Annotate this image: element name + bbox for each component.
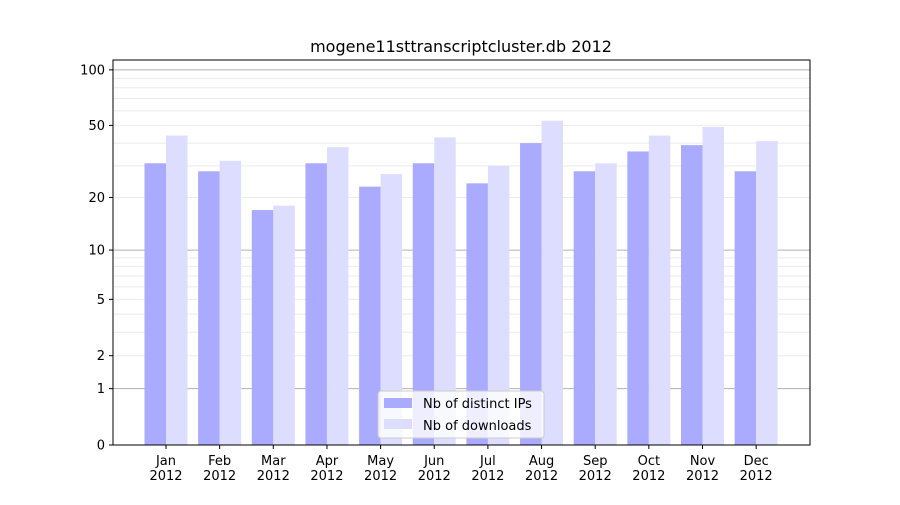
bar-downloads <box>380 174 403 445</box>
x-tick-label: Oct 2012 <box>632 454 665 484</box>
bars <box>144 120 778 446</box>
x-tick-label-line: 2012 <box>525 469 558 484</box>
y-tick-label: 5 <box>97 293 105 308</box>
x-tick-label: May 2012 <box>364 454 397 484</box>
bar-downloads <box>487 165 510 445</box>
x-tick-label-line: 2012 <box>310 469 343 484</box>
y-tick-label: 0 <box>97 439 105 454</box>
bar-downloads <box>219 160 242 445</box>
legend-label-ips: Nb of distinct IPs <box>423 397 532 412</box>
y-tick-label: 1 <box>97 382 105 397</box>
bar-distinct-ips <box>573 171 596 445</box>
bar-downloads <box>273 205 295 445</box>
legend-swatch-ips <box>384 398 412 408</box>
x-tick-label: Aug 2012 <box>525 454 558 484</box>
x-tick-label-line: Feb <box>208 454 231 469</box>
bar-distinct-ips <box>251 210 274 445</box>
x-tick-label: Mar 2012 <box>257 454 290 484</box>
x-tick-label-line: Oct <box>638 454 660 469</box>
bar-distinct-ips <box>627 151 649 446</box>
x-tick-label-line: 2012 <box>203 469 236 484</box>
chart-title: mogene11sttranscriptcluster.db 2012 <box>310 37 612 56</box>
x-tick-label-line: Apr <box>316 454 339 469</box>
x-tick-label-line: 2012 <box>471 469 504 484</box>
x-tick-label-line: 2012 <box>579 469 612 484</box>
x-tick-label-line: 2012 <box>632 469 665 484</box>
x-tick-label-line: 2012 <box>257 469 290 484</box>
x-tick-label: Sep 2012 <box>579 454 612 484</box>
bar-downloads <box>756 141 778 445</box>
x-tick-label: Jan 2012 <box>149 454 182 484</box>
x-tick-label: Feb 2012 <box>203 454 236 484</box>
bar-distinct-ips <box>198 171 220 445</box>
x-tick-label-line: 2012 <box>418 469 451 484</box>
x-tick-label-line: 2012 <box>149 469 182 484</box>
bar-downloads <box>434 137 456 445</box>
axes-frame <box>112 59 811 446</box>
x-tick-label-line: 2012 <box>740 469 773 484</box>
x-tick-label-line: Jan <box>155 454 176 469</box>
x-tick-label: Apr 2012 <box>310 454 343 484</box>
x-tick-label-line: Nov <box>690 454 716 469</box>
bar-distinct-ips <box>734 171 757 445</box>
y-tick-label: 20 <box>88 191 105 206</box>
x-tick-label-line: Mar <box>261 454 286 469</box>
y-tick-label: 100 <box>80 63 105 78</box>
y-tick-label: 50 <box>88 119 105 134</box>
y-axis: 0 1 2 5 10 20 50 100 <box>80 63 113 454</box>
bar-distinct-ips <box>681 145 703 446</box>
x-tick-label-line: Jul <box>479 454 496 469</box>
bar-downloads <box>326 147 349 445</box>
bar-downloads <box>702 126 724 446</box>
x-tick-label-line: Jun <box>423 454 444 469</box>
bar-distinct-ips <box>520 143 542 445</box>
y-tick-label: 2 <box>97 349 105 364</box>
x-tick-label-line: May <box>367 454 394 469</box>
bar-downloads <box>166 135 188 445</box>
bar-downloads <box>541 120 564 446</box>
legend-label-downloads: Nb of downloads <box>423 419 532 434</box>
bar-distinct-ips <box>359 186 381 446</box>
x-tick-label-line: 2012 <box>364 469 397 484</box>
legend-swatch-downloads <box>384 419 412 429</box>
x-tick-label-line: 2012 <box>686 469 719 484</box>
bar-downloads <box>648 135 671 445</box>
legend-box <box>377 390 545 439</box>
x-tick-label: Jul 2012 <box>471 454 504 484</box>
legend: Nb of distinct IPs Nb of downloads <box>377 390 545 439</box>
y-tick-label: 10 <box>88 244 105 259</box>
x-tick-label: Jun 2012 <box>418 454 451 484</box>
bar-distinct-ips <box>466 183 488 445</box>
x-tick-label-line: Sep <box>583 454 608 469</box>
x-tick-label: Nov 2012 <box>686 454 719 484</box>
bar-distinct-ips <box>144 163 166 445</box>
bar-distinct-ips <box>305 163 327 445</box>
bar-downloads <box>595 163 617 445</box>
x-tick-label: Dec 2012 <box>740 454 773 484</box>
x-tick-label-line: Dec <box>744 454 769 469</box>
bar-distinct-ips <box>412 163 435 445</box>
x-tick-label-line: Aug <box>529 454 554 469</box>
